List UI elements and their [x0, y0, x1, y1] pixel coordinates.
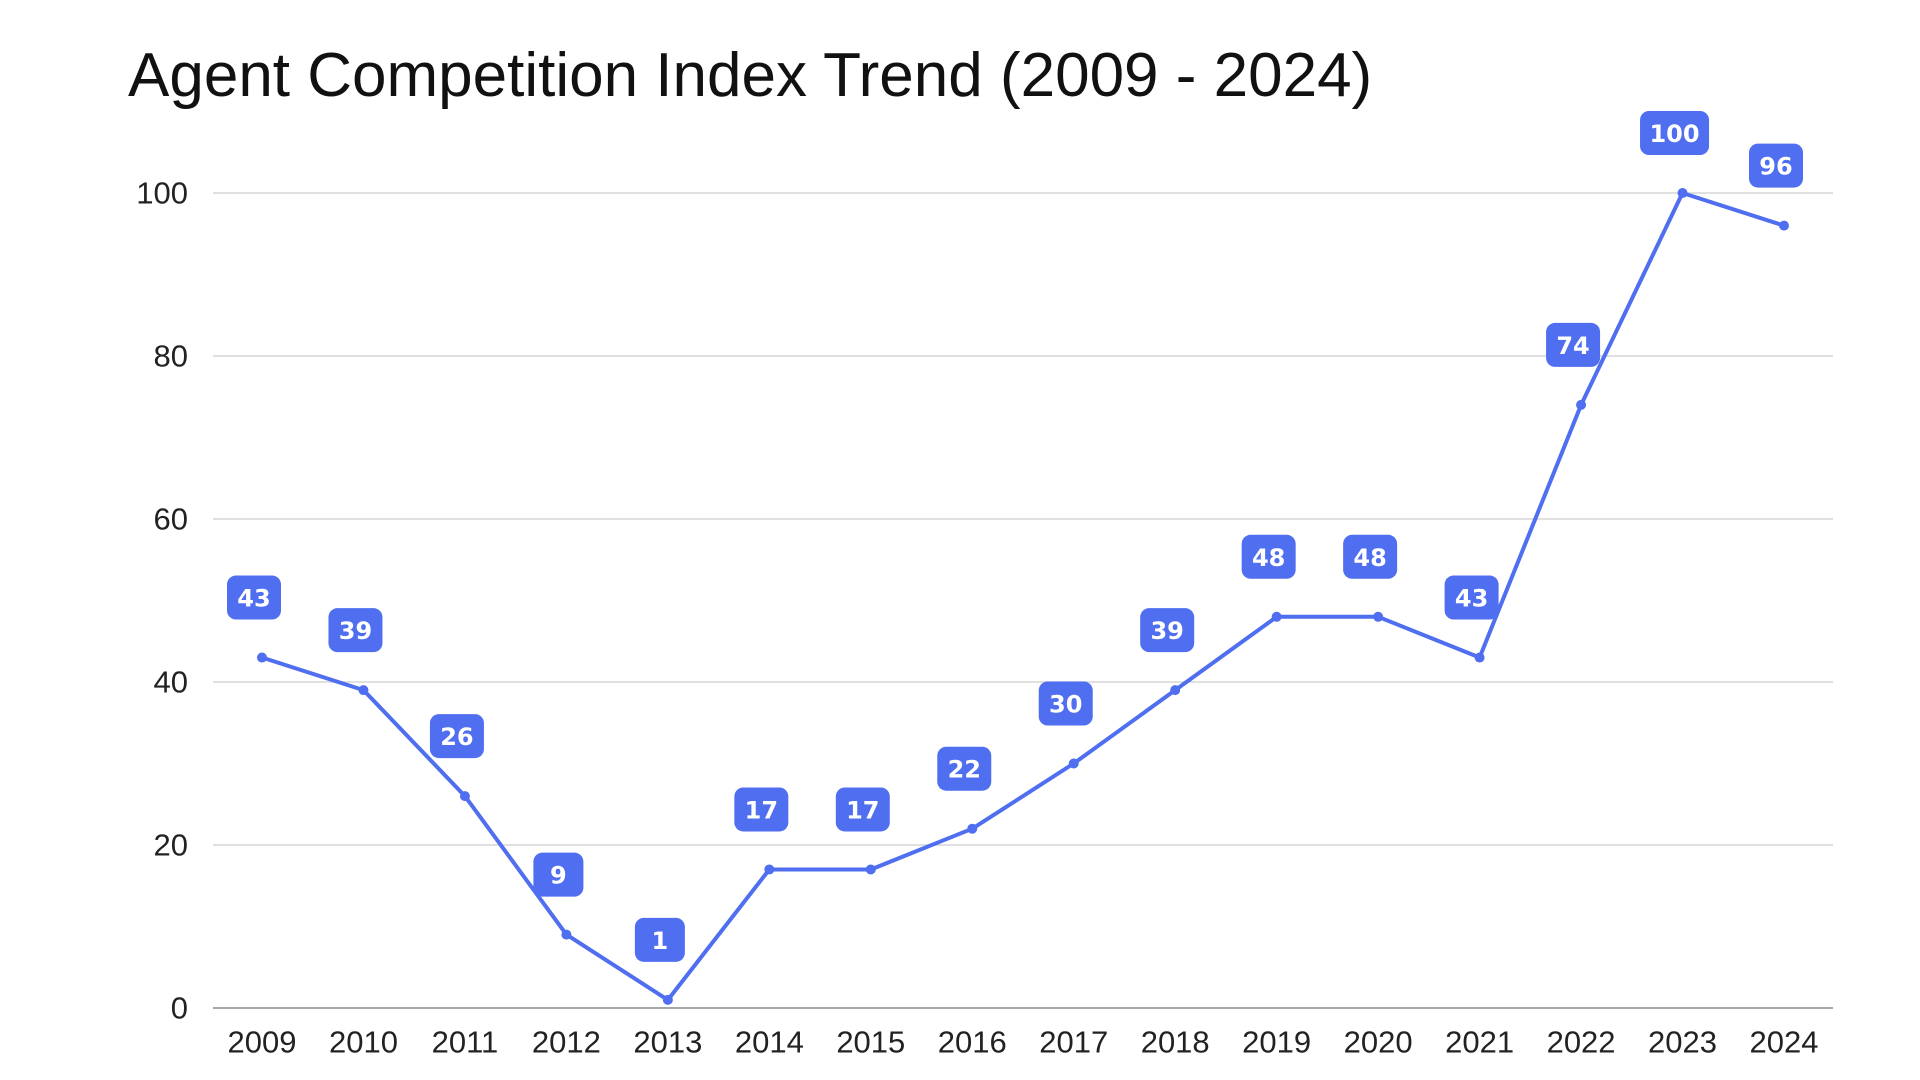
data-label-text: 74: [1556, 332, 1589, 360]
data-point-2020: [1373, 611, 1384, 622]
data-label-box: [1140, 608, 1195, 653]
data-label-box: [734, 787, 789, 832]
grid-lines: [213, 192, 1833, 846]
data-label-box: [1343, 534, 1398, 579]
x-tick-label-2010: 2010: [329, 1025, 398, 1060]
data-point-2012: [561, 929, 572, 940]
data-label-box: [937, 746, 992, 791]
data-label-2023: 100: [1640, 111, 1710, 155]
data-point-2015: [865, 864, 876, 875]
y-tick-label-20: 20: [154, 828, 188, 863]
data-label-box: [227, 575, 281, 620]
y-tick-label-40: 40: [154, 665, 188, 700]
data-point-2016: [967, 823, 978, 834]
y-tick-label-60: 60: [154, 502, 188, 537]
data-label-text: 9: [550, 862, 567, 890]
data-label-box: [328, 608, 383, 653]
data-label-text: 43: [237, 585, 270, 613]
data-label-2012: 9: [533, 852, 584, 897]
data-label-2019: 48: [1241, 534, 1296, 579]
x-tick-label-2015: 2015: [836, 1025, 905, 1060]
data-label-2018: 39: [1140, 608, 1195, 653]
data-point-2024: [1779, 220, 1789, 231]
data-label-text: 43: [1455, 585, 1488, 613]
x-tick-label-2023: 2023: [1648, 1025, 1717, 1060]
data-label-text: 48: [1353, 544, 1386, 572]
y-tick-label-80: 80: [154, 339, 188, 374]
data-label-box: [429, 714, 484, 759]
data-label-box: [835, 787, 890, 832]
data-label-box: [1546, 322, 1601, 367]
data-label-text: 22: [948, 756, 981, 784]
data-label-text: 1: [652, 927, 669, 955]
x-tick-label-2012: 2012: [532, 1025, 601, 1060]
data-label-box: [533, 852, 584, 897]
data-labels: 43 39 26 9 1 17 17 22 30 39 48 48 43 74 100 96: [227, 111, 1803, 962]
data-label-box: [1444, 575, 1499, 620]
data-label-2013: 1: [634, 917, 685, 962]
data-label-text: 39: [1150, 617, 1183, 645]
data-label-2011: 26: [429, 714, 484, 759]
x-tick-label-2013: 2013: [633, 1025, 702, 1060]
data-label-2017: 30: [1038, 681, 1093, 726]
data-label-box: [1038, 681, 1093, 726]
data-label-text: 30: [1049, 691, 1082, 719]
x-tick-label-2009: 2009: [228, 1025, 297, 1060]
data-label-2020: 48: [1343, 534, 1398, 579]
data-label-text: 17: [745, 796, 778, 824]
data-label-box: [1640, 111, 1710, 155]
data-point-2023: [1677, 188, 1688, 198]
x-tick-label-2014: 2014: [735, 1025, 804, 1060]
data-label-text: 100: [1649, 120, 1699, 148]
data-label-2022: 74: [1546, 322, 1601, 367]
data-label-2009: 43: [227, 575, 281, 620]
data-point-2009: [257, 652, 267, 663]
data-point-2010: [358, 685, 369, 696]
series-lines: [260, 191, 1786, 1002]
data-point-2019: [1271, 611, 1282, 622]
data-points: [257, 188, 1789, 1005]
data-label-2015: 17: [835, 787, 890, 832]
data-label-text: 96: [1759, 153, 1792, 181]
data-point-2013: [662, 994, 673, 1005]
data-label-box: [1749, 143, 1803, 188]
x-tick-label-2022: 2022: [1547, 1025, 1616, 1060]
x-tick-label-2016: 2016: [938, 1025, 1007, 1060]
x-tick-label-2024: 2024: [1750, 1025, 1819, 1060]
x-tick-label-2017: 2017: [1039, 1025, 1108, 1060]
x-tick-label-2019: 2019: [1242, 1025, 1311, 1060]
x-tick-label-2021: 2021: [1445, 1025, 1514, 1060]
data-point-2021: [1474, 652, 1485, 663]
data-point-2022: [1576, 399, 1587, 410]
data-point-2017: [1068, 758, 1079, 769]
data-point-2018: [1170, 685, 1181, 696]
data-label-box: [634, 917, 685, 962]
y-tick-label-100: 100: [136, 176, 188, 211]
y-tick-label-0: 0: [171, 991, 188, 1026]
data-label-2024: 96: [1749, 143, 1803, 188]
data-label-box: [1241, 534, 1296, 579]
data-label-text: 39: [339, 617, 372, 645]
axes: 0 20 40 60 80 100 2009 2010 2011 2012 2013 2014 2015…: [136, 176, 1833, 1060]
x-tick-label-2011: 2011: [432, 1025, 499, 1060]
chart-title: Agent Competition Index Trend (2009 - 20…: [128, 41, 1373, 110]
series-line-0: [260, 191, 1786, 1002]
x-tick-label-2020: 2020: [1344, 1025, 1413, 1060]
data-label-2016: 22: [937, 746, 992, 791]
data-label-2010: 39: [328, 608, 383, 653]
x-tick-label-2018: 2018: [1141, 1025, 1210, 1060]
data-label-2014: 17: [734, 787, 789, 832]
data-point-2014: [764, 864, 775, 875]
data-label-text: 26: [440, 723, 473, 751]
data-label-text: 17: [846, 796, 879, 824]
data-label-2021: 43: [1444, 575, 1499, 620]
data-point-2011: [459, 791, 470, 802]
data-label-text: 48: [1252, 544, 1285, 572]
